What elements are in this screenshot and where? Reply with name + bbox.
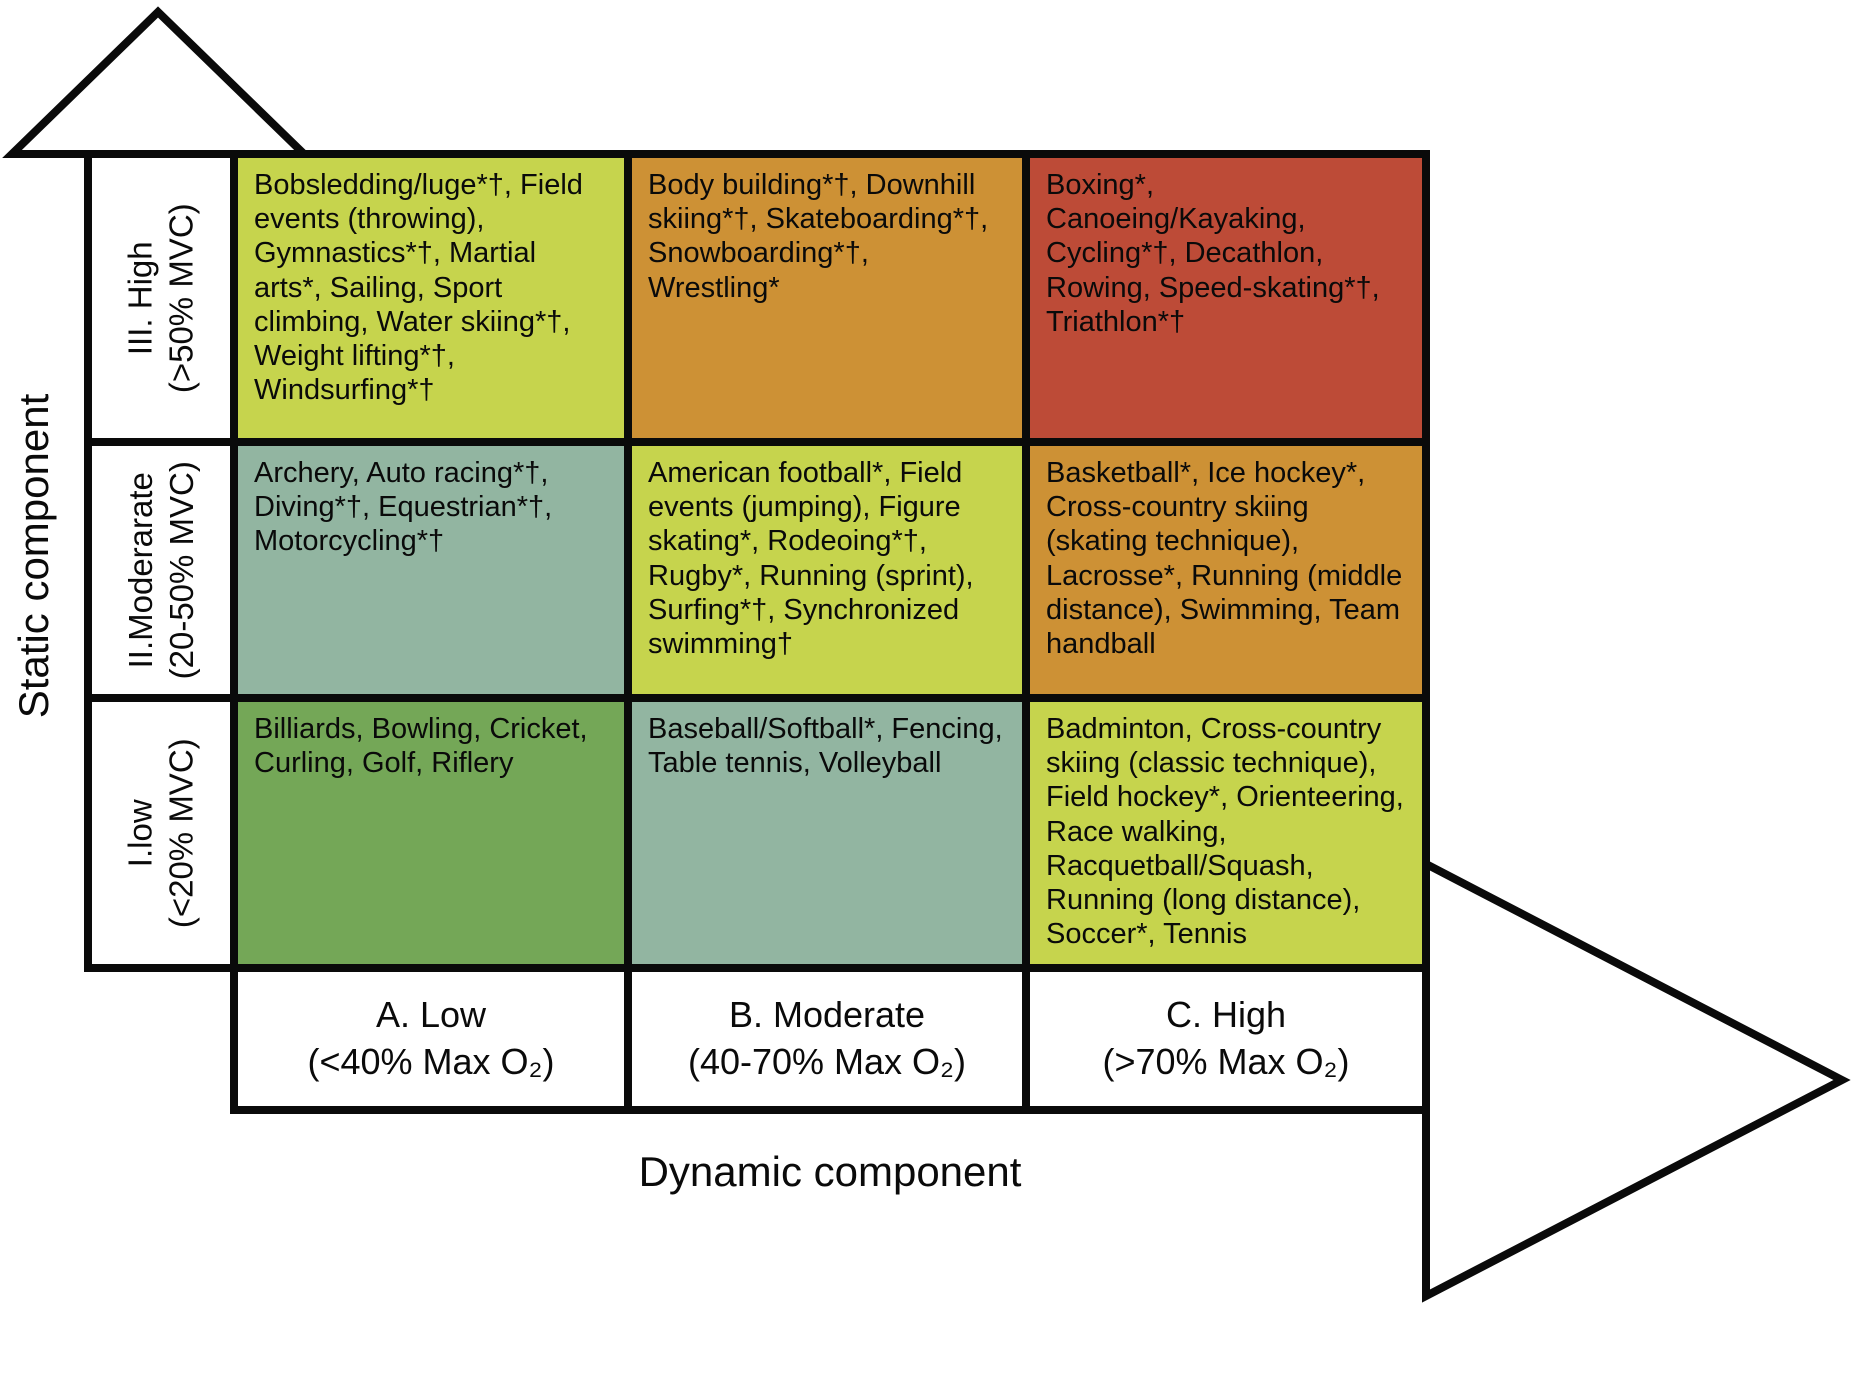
row-title: II.Moderarate — [121, 471, 159, 669]
col-label-b-moderate: B. Moderate (40-70% Max O₂) — [632, 972, 1022, 1106]
cell-sports-list: Billiards, Bowling, Cricket, Curling, Go… — [254, 713, 588, 780]
col-title: B. Moderate — [728, 994, 926, 1036]
cell-I-A: Billiards, Bowling, Cricket, Curling, Go… — [238, 702, 624, 964]
row-range: (<20% MVC) — [163, 738, 200, 928]
static-component-axis-label: Static component — [10, 393, 57, 719]
cell-I-C: Badminton, Cross-country skiing (classic… — [1030, 702, 1422, 964]
row-title: I.low — [121, 799, 159, 867]
cell-II-B: American football*, Field events (jumpin… — [632, 446, 1022, 694]
col-range: (>70% Max O₂) — [1102, 1041, 1350, 1082]
cell-sports-list: American football*, Field events (jumpin… — [648, 457, 974, 661]
cell-III-A: Bobsledding/luge*†, Field events (throwi… — [238, 158, 624, 438]
classification-grid: III. High (>50% MVC) Bobsledding/luge*†,… — [84, 150, 1430, 1114]
cell-III-C: Boxing*, Canoeing/Kayaking, Cycling*†, D… — [1030, 158, 1422, 438]
cell-sports-list: Bobsledding/luge*†, Field events (throwi… — [254, 169, 583, 407]
cell-sports-list: Badminton, Cross-country skiing (classic… — [1046, 713, 1404, 951]
corner-mask — [84, 972, 230, 1124]
col-range: (40-70% Max O₂) — [687, 1041, 967, 1082]
col-title: A. Low — [375, 994, 487, 1036]
cell-III-B: Body building*†, Downhill skiing*†, Skat… — [632, 158, 1022, 438]
dynamic-axis-arrow-icon — [1422, 857, 1851, 1303]
row-title: III. High — [121, 241, 159, 355]
row-range: (20-50% MVC) — [163, 460, 201, 680]
col-range: (<40% Max O₂) — [307, 1041, 555, 1082]
col-title: C. High — [1165, 994, 1287, 1036]
cell-sports-list: Body building*†, Downhill skiing*†, Skat… — [648, 169, 989, 304]
static-axis-arrow-icon — [2, 6, 314, 158]
row-label-i-low: I.low (<20% MVC) — [92, 702, 230, 964]
cell-II-A: Archery, Auto racing*†, Diving*†, Equest… — [238, 446, 624, 694]
cell-II-C: Basketball*, Ice hockey*, Cross-country … — [1030, 446, 1422, 694]
row-label-ii-moderate: II.Moderarate (20-50% MVC) — [92, 446, 230, 694]
dynamic-component-axis-label: Dynamic component — [638, 1148, 1022, 1195]
cell-I-B: Baseball/Softball*, Fencing, Table tenni… — [632, 702, 1022, 964]
col-label-a-low: A. Low (<40% Max O₂) — [238, 972, 624, 1106]
cell-sports-list: Archery, Auto racing*†, Diving*†, Equest… — [254, 457, 553, 558]
cell-sports-list: Boxing*, Canoeing/Kayaking, Cycling*†, D… — [1046, 169, 1380, 338]
row-range: (>50% MVC) — [163, 203, 200, 393]
row-label-iii-high: III. High (>50% MVC) — [92, 158, 230, 438]
col-label-c-high: C. High (>70% Max O₂) — [1030, 972, 1422, 1106]
cell-sports-list: Basketball*, Ice hockey*, Cross-country … — [1046, 457, 1403, 661]
cell-sports-list: Baseball/Softball*, Fencing, Table tenni… — [648, 713, 1003, 780]
